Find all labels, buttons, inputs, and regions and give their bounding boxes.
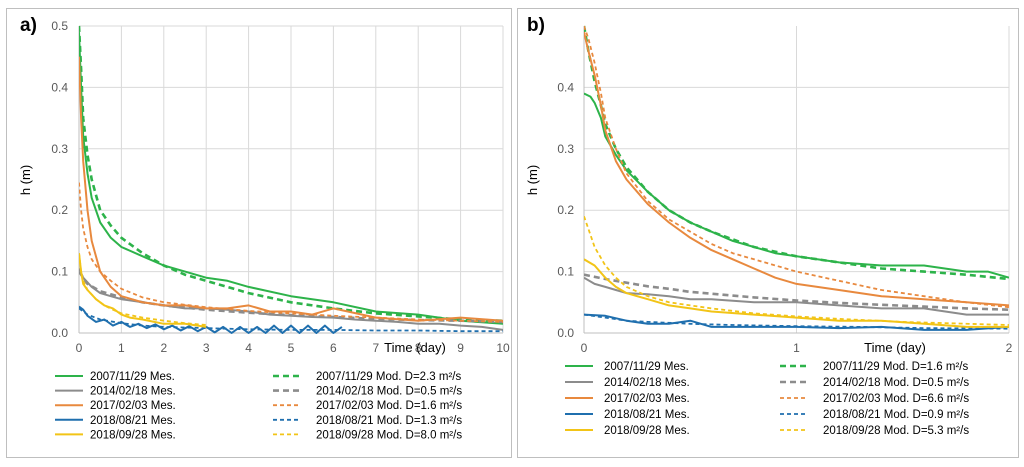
x-axis-label: Time (day) (864, 340, 926, 355)
chart-panel-b: 0 1 2 0.0 0.1 0.2 0.3 0.4 Time (day) h (m) b) 2007/… (525, 15, 1013, 437)
legend-entry: 2018/09/28 Mes. (90, 429, 176, 441)
legend-entry: 2018/08/21 Mod. D=0.9 m²/s (823, 409, 969, 421)
legend-entry: 2007/11/29 Mod. D=1.6 m²/s (823, 361, 968, 373)
x-tick-label: 10 (496, 341, 510, 355)
legend-entry: 2017/02/03 Mes. (90, 400, 176, 412)
x-tick-label: 9 (457, 341, 464, 355)
legend-entry: 2007/11/29 Mes. (604, 361, 689, 373)
x-tick-label: 6 (330, 341, 337, 355)
y-tick-label: 0.0 (51, 326, 68, 340)
y-tick-label: 0.1 (557, 265, 574, 279)
y-tick-label: 0.4 (51, 80, 68, 94)
legend-entry: 2018/08/21 Mod. D=1.3 m²/s (316, 415, 462, 427)
x-axis-label: Time (day) (384, 340, 446, 355)
panel-b-frame (517, 8, 1019, 458)
legend-entry: 2018/09/28 Mod. D=8.0 m²/s (316, 429, 462, 441)
legend-entry: 2014/02/18 Mod. D=0.5 m²/s (823, 377, 969, 389)
series-line-5 (79, 56, 503, 322)
series-line-5 (584, 31, 1009, 307)
legend: 2007/11/29 Mes. 2007/11/29 Mod. D=1.6 m²/… (565, 361, 969, 437)
series-line-6 (584, 25, 1009, 309)
x-tick-label: 1 (793, 341, 800, 355)
x-tick-label: 4 (245, 341, 252, 355)
series-line-10 (584, 216, 1009, 326)
y-axis-label: h (m) (525, 165, 540, 195)
legend-entry: 2017/02/03 Mes. (604, 393, 690, 405)
legend-entry: 2014/02/18 Mes. (90, 386, 176, 398)
legend-entry: 2017/02/03 Mod. D=6.6 m²/s (823, 393, 969, 405)
legend-entry: 2018/08/21 Mes. (604, 409, 690, 421)
series-line-4 (584, 273, 1009, 311)
x-tick-label: 1 (118, 341, 125, 355)
series-line-1 (79, 32, 503, 325)
y-tick-label: 0.5 (51, 19, 68, 33)
legend-entry: 2018/09/28 Mes. (604, 425, 690, 437)
legend-entry: 2018/09/28 Mod. D=5.3 m²/s (823, 425, 969, 437)
legend-entry: 2007/11/29 Mes. (90, 371, 175, 383)
plot-area (79, 25, 503, 334)
y-tick-label: 0.4 (557, 80, 574, 94)
legend: 2007/11/29 Mes. 2007/11/29 Mod. D=2.3 m²/… (55, 371, 462, 441)
y-tick-label: 0.3 (51, 142, 68, 156)
y-tick-label: 0.0 (557, 326, 574, 340)
series-line-2 (79, 25, 503, 322)
series-line-6 (79, 182, 503, 323)
legend-entry: 2014/02/18 Mes. (604, 377, 690, 389)
y-tick-label: 0.3 (557, 142, 574, 156)
series-line-2 (584, 25, 1009, 281)
y-tick-label: 0.2 (557, 203, 574, 217)
legend-entry: 2017/02/03 Mod. D=1.6 m²/s (316, 400, 462, 412)
x-tick-label: 0 (76, 341, 83, 355)
legend-entry: 2014/02/18 Mod. D=0.5 m²/s (316, 386, 462, 398)
x-tick-label: 8 (415, 341, 422, 355)
series-line-7 (584, 313, 1009, 331)
x-tick-label: 5 (288, 341, 295, 355)
panel-label: b) (527, 15, 545, 36)
x-tick-label: 2 (1006, 341, 1013, 355)
y-tick-label: 0.1 (51, 265, 68, 279)
x-tick-label: 0 (581, 341, 588, 355)
y-tick-label: 0.2 (51, 203, 68, 217)
y-axis-label: h (m) (18, 165, 33, 195)
legend-entry: 2018/08/21 Mes. (90, 415, 176, 427)
series-line-8 (584, 313, 1009, 330)
series-line-1 (584, 92, 1009, 279)
panel-label: a) (20, 15, 37, 36)
plot-area (584, 25, 1009, 331)
x-tick-label: 7 (372, 341, 379, 355)
x-tick-label: 2 (160, 341, 167, 355)
series-line-3 (584, 276, 1009, 316)
legend-entry: 2007/11/29 Mod. D=2.3 m²/s (316, 371, 461, 383)
series-line-9 (79, 253, 207, 328)
chart-panel-a: 0 1 2 3 4 5 6 7 8 9 10 0.0 0.1 0.2 0.3 0.4 0.5 Time (day)… (18, 15, 510, 441)
x-tick-label: 3 (203, 341, 210, 355)
series-line-10 (79, 253, 207, 326)
